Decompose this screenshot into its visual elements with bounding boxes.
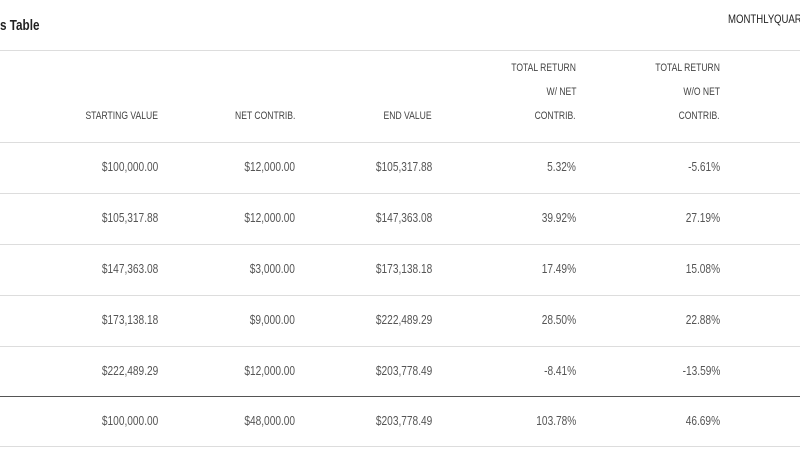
- row-divider: [0, 193, 800, 194]
- column-header: CONTRIB.: [535, 110, 576, 122]
- row-divider: [0, 346, 800, 347]
- cell: -8.41%: [543, 363, 576, 378]
- cell: $3,000.00: [249, 261, 295, 276]
- cell: $9,000.00: [249, 312, 295, 327]
- divider: [0, 446, 800, 447]
- cell: $203,778.49: [375, 363, 432, 378]
- cell: $147,363.08: [101, 261, 158, 276]
- cell: 17.49%: [541, 261, 576, 276]
- cell: 5.32%: [547, 159, 576, 174]
- cell: 28.50%: [541, 312, 576, 327]
- cell: -13.59%: [682, 363, 720, 378]
- total-cell: 103.78%: [535, 413, 576, 428]
- cell: $105,317.88: [375, 159, 432, 174]
- total-cell: $203,778.49: [375, 413, 432, 428]
- cell: -5.61%: [687, 159, 720, 174]
- total-cell: $48,000.00: [244, 413, 295, 428]
- column-header: W/ NET: [545, 86, 576, 98]
- table-title: s Table: [0, 17, 40, 34]
- cell: $173,138.18: [375, 261, 432, 276]
- row-divider: [0, 244, 800, 245]
- cell: 39.92%: [541, 210, 576, 225]
- total-cell: 46.69%: [685, 413, 720, 428]
- tab-monthly[interactable]: MONTHLY: [728, 12, 775, 26]
- cell: $105,317.88: [101, 210, 158, 225]
- cell: 22.88%: [685, 312, 720, 327]
- column-header: END VALUE: [383, 110, 432, 122]
- cell: $12,000.00: [244, 159, 295, 174]
- cell: 27.19%: [685, 210, 720, 225]
- cell: $222,489.29: [375, 312, 432, 327]
- column-header: CONTRIB.: [679, 110, 720, 122]
- tab-quarterly[interactable]: QUART: [774, 12, 800, 26]
- cell: $12,000.00: [244, 363, 295, 378]
- cell: $173,138.18: [101, 312, 158, 327]
- cell: 15.08%: [685, 261, 720, 276]
- column-header: TOTAL RETURN: [655, 62, 720, 74]
- total-cell: $100,000.00: [101, 413, 158, 428]
- cell: $222,489.29: [101, 363, 158, 378]
- column-header: TOTAL RETURN: [511, 62, 576, 74]
- column-header: NET CONTRIB.: [234, 110, 295, 122]
- divider: [0, 142, 800, 143]
- column-header: W/O NET: [683, 86, 720, 98]
- divider: [0, 50, 800, 51]
- cell: $147,363.08: [375, 210, 432, 225]
- total-divider: [0, 396, 800, 397]
- row-divider: [0, 295, 800, 296]
- cell: $12,000.00: [244, 210, 295, 225]
- column-header: STARTING VALUE: [85, 110, 158, 122]
- cell: $100,000.00: [101, 159, 158, 174]
